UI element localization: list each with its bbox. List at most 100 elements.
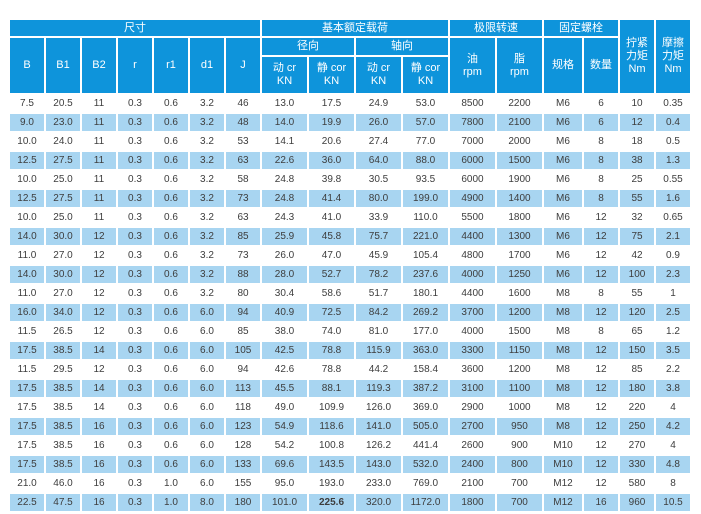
cell: 32 [618,207,656,228]
cell: 25.0 [44,207,82,228]
cell: 38.5 [44,340,82,361]
cell: 93.5 [401,169,450,190]
cell: 42.5 [260,340,309,361]
header-col-B: B [8,36,46,95]
cell: 46.0 [44,473,82,494]
cell: 12 [582,359,620,380]
cell: M8 [542,397,584,418]
cell: 24.0 [44,131,82,152]
cell: 6.0 [188,397,226,418]
header-col-r: r [116,36,154,95]
cell: 14 [80,378,118,399]
header-load-group: 基本额定载荷 [260,18,450,38]
header-bolt-spec: 规格 [542,36,584,95]
cell: 0.3 [116,188,154,209]
cell: 180 [618,378,656,399]
cell: 12 [582,397,620,418]
cell: 14.0 [8,226,46,247]
header-grease-rpm: 脂 rpm [495,36,544,95]
cell: 0.3 [116,397,154,418]
cell: 4000 [448,321,497,342]
cell: M6 [542,226,584,247]
cell: 0.3 [116,93,154,114]
cell: 199.0 [401,188,450,209]
cell: 155 [224,473,262,494]
cell: 2200 [495,93,544,114]
table-row: 11.0 27.0 12 0.3 0.6 3.2 80 30.4 58.6 51.7 180.1 44… [8,283,692,304]
cell: 0.3 [116,492,154,513]
cell: 118 [224,397,262,418]
cell: 40.9 [260,302,309,323]
cell: 363.0 [401,340,450,361]
cell: 24.9 [354,93,403,114]
cell: 330 [618,454,656,475]
table-row: 17.5 38.5 16 0.3 0.6 6.0 128 54.2 100.8 126.2 441.… [8,435,692,456]
cell: 6.0 [188,302,226,323]
cell: 8.0 [188,492,226,513]
cell: 41.0 [307,207,356,228]
cell: M8 [542,340,584,361]
cell: 0.6 [152,397,190,418]
cell: 12 [582,245,620,266]
cell: 14.0 [260,112,309,133]
header-tighten-torque: 拧紧 力矩 Nm [618,18,656,95]
cell: 0.6 [152,283,190,304]
cell: 38.5 [44,378,82,399]
cell: 1.0 [152,492,190,513]
cell: 700 [495,492,544,513]
cell: 13.0 [260,93,309,114]
table-row: 11.5 26.5 12 0.3 0.6 6.0 85 38.0 74.0 81.0 177.0 40… [8,321,692,342]
cell: 17.5 [8,378,46,399]
cell: M8 [542,321,584,342]
cell: M10 [542,435,584,456]
cell: 75.7 [354,226,403,247]
cell: 52.7 [307,264,356,285]
cell: 0.4 [654,112,692,133]
cell: 12.5 [8,150,46,171]
cell: M8 [542,416,584,437]
cell: 1172.0 [401,492,450,513]
cell: M8 [542,283,584,304]
cell: 95.0 [260,473,309,494]
cell: 1800 [495,207,544,228]
cell: 39.8 [307,169,356,190]
table-row: 17.5 38.5 16 0.3 0.6 6.0 133 69.6 143.5 143.0 532.… [8,454,692,475]
cell: 4 [654,435,692,456]
cell: 0.6 [152,321,190,342]
cell: 41.4 [307,188,356,209]
cell: 12 [582,473,620,494]
cell: 20.6 [307,131,356,152]
table-row: 17.5 38.5 16 0.3 0.6 6.0 123 54.9 118.6 141.0 505.… [8,416,692,437]
cell: 3.2 [188,131,226,152]
cell: 0.3 [116,112,154,133]
cell: 2.3 [654,264,692,285]
cell: 8 [582,131,620,152]
cell: 0.6 [152,150,190,171]
cell: 17.5 [8,340,46,361]
cell: 2100 [448,473,497,494]
cell: 30.5 [354,169,403,190]
cell: 81.0 [354,321,403,342]
cell: 24.3 [260,207,309,228]
cell: M6 [542,131,584,152]
cell: 6000 [448,150,497,171]
cell: 12 [582,454,620,475]
cell: 8 [582,283,620,304]
cell: 113 [224,378,262,399]
cell: 128 [224,435,262,456]
cell: M8 [542,359,584,380]
cell: 0.3 [116,359,154,380]
cell: 0.3 [116,150,154,171]
cell: 80 [224,283,262,304]
cell: 12 [582,302,620,323]
cell: 78.8 [307,340,356,361]
cell: 11 [80,131,118,152]
header-col-B1: B1 [44,36,82,95]
cell: 100.8 [307,435,356,456]
cell: 3.2 [188,112,226,133]
cell: 48 [224,112,262,133]
cell: 0.6 [152,93,190,114]
cell: M6 [542,150,584,171]
cell: 11.5 [8,359,46,380]
cell: 900 [495,435,544,456]
